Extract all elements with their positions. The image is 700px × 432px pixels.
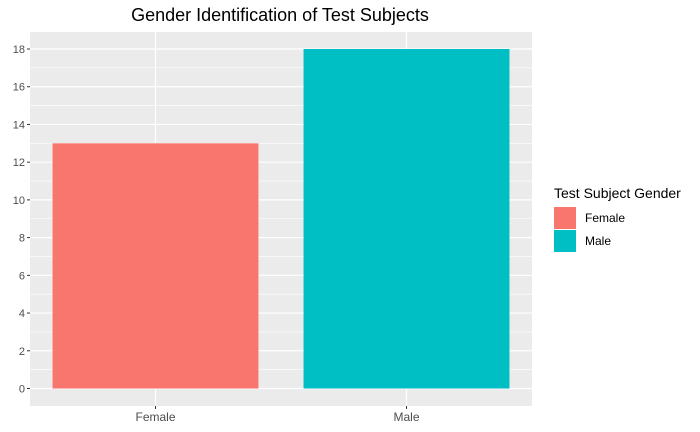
x-axis: Female Male xyxy=(135,406,420,424)
bar-female xyxy=(52,143,259,389)
y-tick-label: 16 xyxy=(13,82,25,94)
y-tick-label: 12 xyxy=(13,157,25,169)
legend-label-male: Male xyxy=(585,234,611,248)
x-tick-label: Male xyxy=(393,410,419,424)
y-tick-label: 2 xyxy=(19,346,25,358)
y-tick-label: 0 xyxy=(19,384,25,396)
legend-key-male xyxy=(554,230,576,252)
legend: Test Subject Gender Female Male xyxy=(554,185,681,252)
y-axis: 0 2 4 6 8 10 12 14 16 18 xyxy=(13,44,30,396)
y-tick-label: 8 xyxy=(19,233,25,245)
y-tick-label: 14 xyxy=(13,119,25,131)
legend-key-female xyxy=(554,207,576,229)
legend-title: Test Subject Gender xyxy=(554,185,681,201)
y-tick-label: 10 xyxy=(13,195,25,207)
y-tick-label: 4 xyxy=(19,308,25,320)
y-tick-label: 6 xyxy=(19,270,25,282)
x-tick-label: Female xyxy=(135,410,175,424)
chart-title: Gender Identification of Test Subjects xyxy=(131,5,429,25)
legend-label-female: Female xyxy=(585,211,625,225)
y-tick-label: 18 xyxy=(13,44,25,56)
bars xyxy=(52,49,510,389)
bar-male xyxy=(303,49,510,389)
